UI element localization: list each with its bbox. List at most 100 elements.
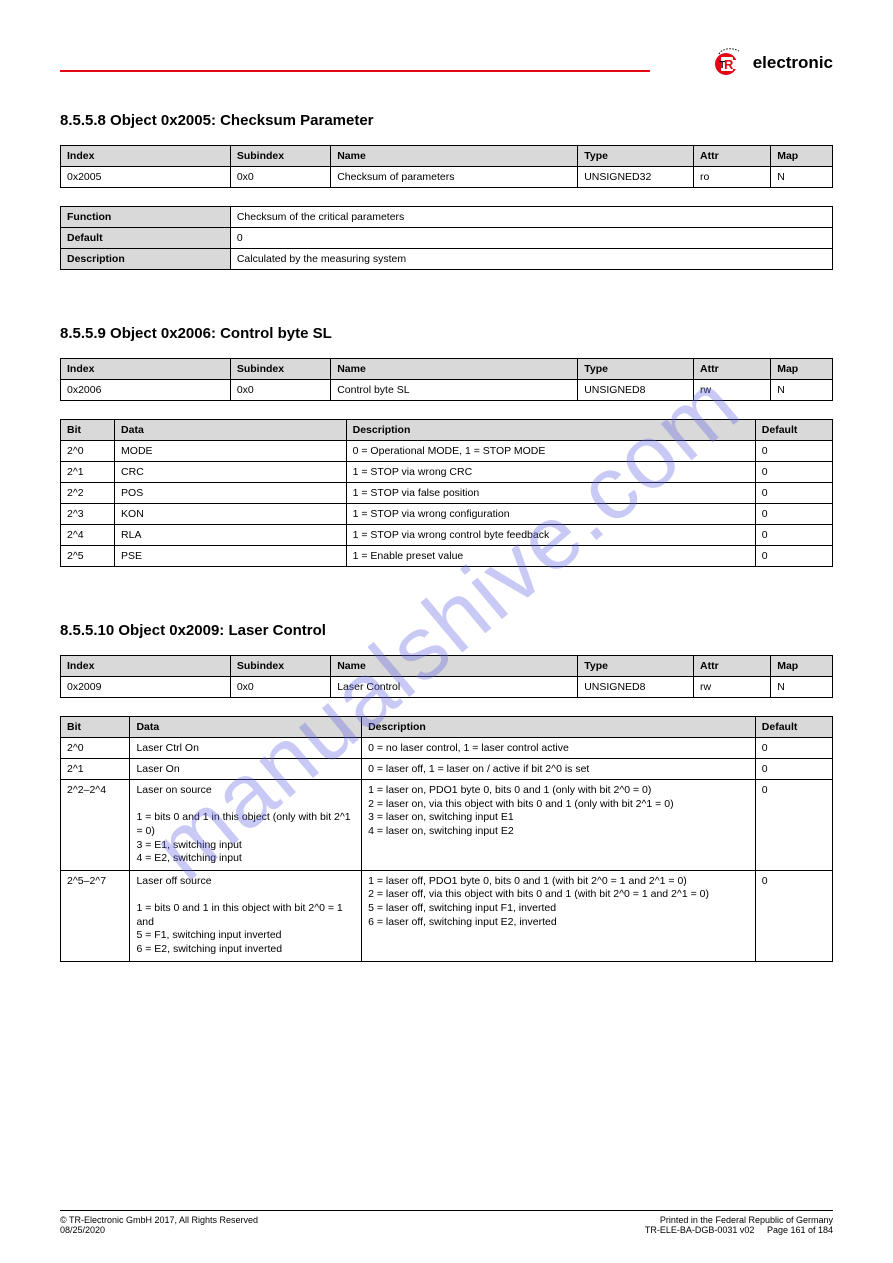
td: Laser On (130, 759, 362, 780)
td: 0 (230, 228, 832, 249)
th: Type (578, 146, 694, 167)
footer: © TR-Electronic GmbH 2017, All Rights Re… (60, 1210, 833, 1235)
td: 0x0 (230, 167, 330, 188)
logo: R T electronic (715, 46, 833, 80)
td: UNSIGNED8 (578, 677, 694, 698)
svg-text:T: T (719, 60, 725, 71)
logo-text: electronic (753, 53, 833, 73)
th: Subindex (230, 146, 330, 167)
td: 0x0 (230, 380, 330, 401)
td: POS (115, 483, 347, 504)
td-label: Default (61, 228, 231, 249)
th: Default (755, 717, 832, 738)
td: 1 = laser off, PDO1 byte 0, bits 0 and 1… (362, 870, 756, 961)
td: 0 (755, 870, 832, 961)
td: Laser Ctrl On (130, 738, 362, 759)
th: Attr (694, 146, 771, 167)
footer-page: Page 161 of 184 (767, 1225, 833, 1235)
td: 0 (755, 738, 832, 759)
th: Attr (694, 656, 771, 677)
td: 0 = no laser control, 1 = laser control … (362, 738, 756, 759)
td: KON (115, 504, 347, 525)
td: 0 = laser off, 1 = laser on / active if … (362, 759, 756, 780)
th: Index (61, 359, 231, 380)
th: Name (331, 146, 578, 167)
td: 2^4 (61, 525, 115, 546)
td: CRC (115, 462, 347, 483)
th: Name (331, 359, 578, 380)
section-title-1: 8.5.5.8 Object 0x2005: Checksum Paramete… (60, 112, 833, 129)
td: 1 = STOP via wrong configuration (346, 504, 755, 525)
td: 2^2–2^4 (61, 780, 130, 871)
td: Checksum of the critical parameters (230, 207, 832, 228)
header-divider (60, 70, 650, 72)
td: 0x2006 (61, 380, 231, 401)
td: 2^5 (61, 546, 115, 567)
td: 2^5–2^7 (61, 870, 130, 961)
td: MODE (115, 441, 347, 462)
th: Subindex (230, 359, 330, 380)
td: UNSIGNED8 (578, 380, 694, 401)
table-2-details: Bit Data Description Default 2^0MODE0 = … (60, 419, 833, 567)
th: Data (115, 420, 347, 441)
svg-text:R: R (724, 57, 734, 72)
td: N (771, 167, 833, 188)
footer-doc-id: TR-ELE-BA-DGB-0031 v02 (645, 1225, 755, 1235)
td: 0 (755, 483, 832, 504)
th: Data (130, 717, 362, 738)
td: 0 (755, 504, 832, 525)
section-title-3: 8.5.5.10 Object 0x2009: Laser Control (60, 622, 833, 639)
td: N (771, 380, 833, 401)
footer-date: 08/25/2020 (60, 1225, 258, 1235)
th: Map (771, 359, 833, 380)
td: 2^1 (61, 759, 130, 780)
td: Calculated by the measuring system (230, 249, 832, 270)
th: Index (61, 146, 231, 167)
footer-print: Printed in the Federal Republic of Germa… (645, 1215, 833, 1225)
td: rw (694, 677, 771, 698)
td: 2^3 (61, 504, 115, 525)
td-label: Description (61, 249, 231, 270)
th: Index (61, 656, 231, 677)
td: Checksum of parameters (331, 167, 578, 188)
td: 1 = STOP via wrong control byte feedback (346, 525, 755, 546)
td: 2^0 (61, 441, 115, 462)
td: 0 (755, 546, 832, 567)
th: Type (578, 656, 694, 677)
th: Name (331, 656, 578, 677)
td: 0 (755, 441, 832, 462)
logo-icon: R T (715, 46, 749, 80)
td: 0 (755, 525, 832, 546)
table-2-header: Index Subindex Name Type Attr Map 0x2006… (60, 358, 833, 401)
section-title-2: 8.5.5.9 Object 0x2006: Control byte SL (60, 325, 833, 342)
th: Subindex (230, 656, 330, 677)
th: Default (755, 420, 832, 441)
td: 0x0 (230, 677, 330, 698)
th: Description (346, 420, 755, 441)
th: Bit (61, 420, 115, 441)
td: 0x2009 (61, 677, 231, 698)
td: 1 = Enable preset value (346, 546, 755, 567)
th: Description (362, 717, 756, 738)
td: 2^2 (61, 483, 115, 504)
td: UNSIGNED32 (578, 167, 694, 188)
td: N (771, 677, 833, 698)
td: 0 = Operational MODE, 1 = STOP MODE (346, 441, 755, 462)
th: Bit (61, 717, 130, 738)
td: Laser on source 1 = bits 0 and 1 in this… (130, 780, 362, 871)
td: Control byte SL (331, 380, 578, 401)
th: Type (578, 359, 694, 380)
td: Laser Control (331, 677, 578, 698)
th: Map (771, 146, 833, 167)
th: Attr (694, 359, 771, 380)
td: PSE (115, 546, 347, 567)
td: 2^0 (61, 738, 130, 759)
td: 0x2005 (61, 167, 231, 188)
td: 0 (755, 780, 832, 871)
td: 1 = laser on, PDO1 byte 0, bits 0 and 1 … (362, 780, 756, 871)
td: Laser off source 1 = bits 0 and 1 in thi… (130, 870, 362, 961)
td: 2^1 (61, 462, 115, 483)
table-3-header: Index Subindex Name Type Attr Map 0x2009… (60, 655, 833, 698)
td: 1 = STOP via wrong CRC (346, 462, 755, 483)
footer-copyright: © TR-Electronic GmbH 2017, All Rights Re… (60, 1215, 258, 1225)
